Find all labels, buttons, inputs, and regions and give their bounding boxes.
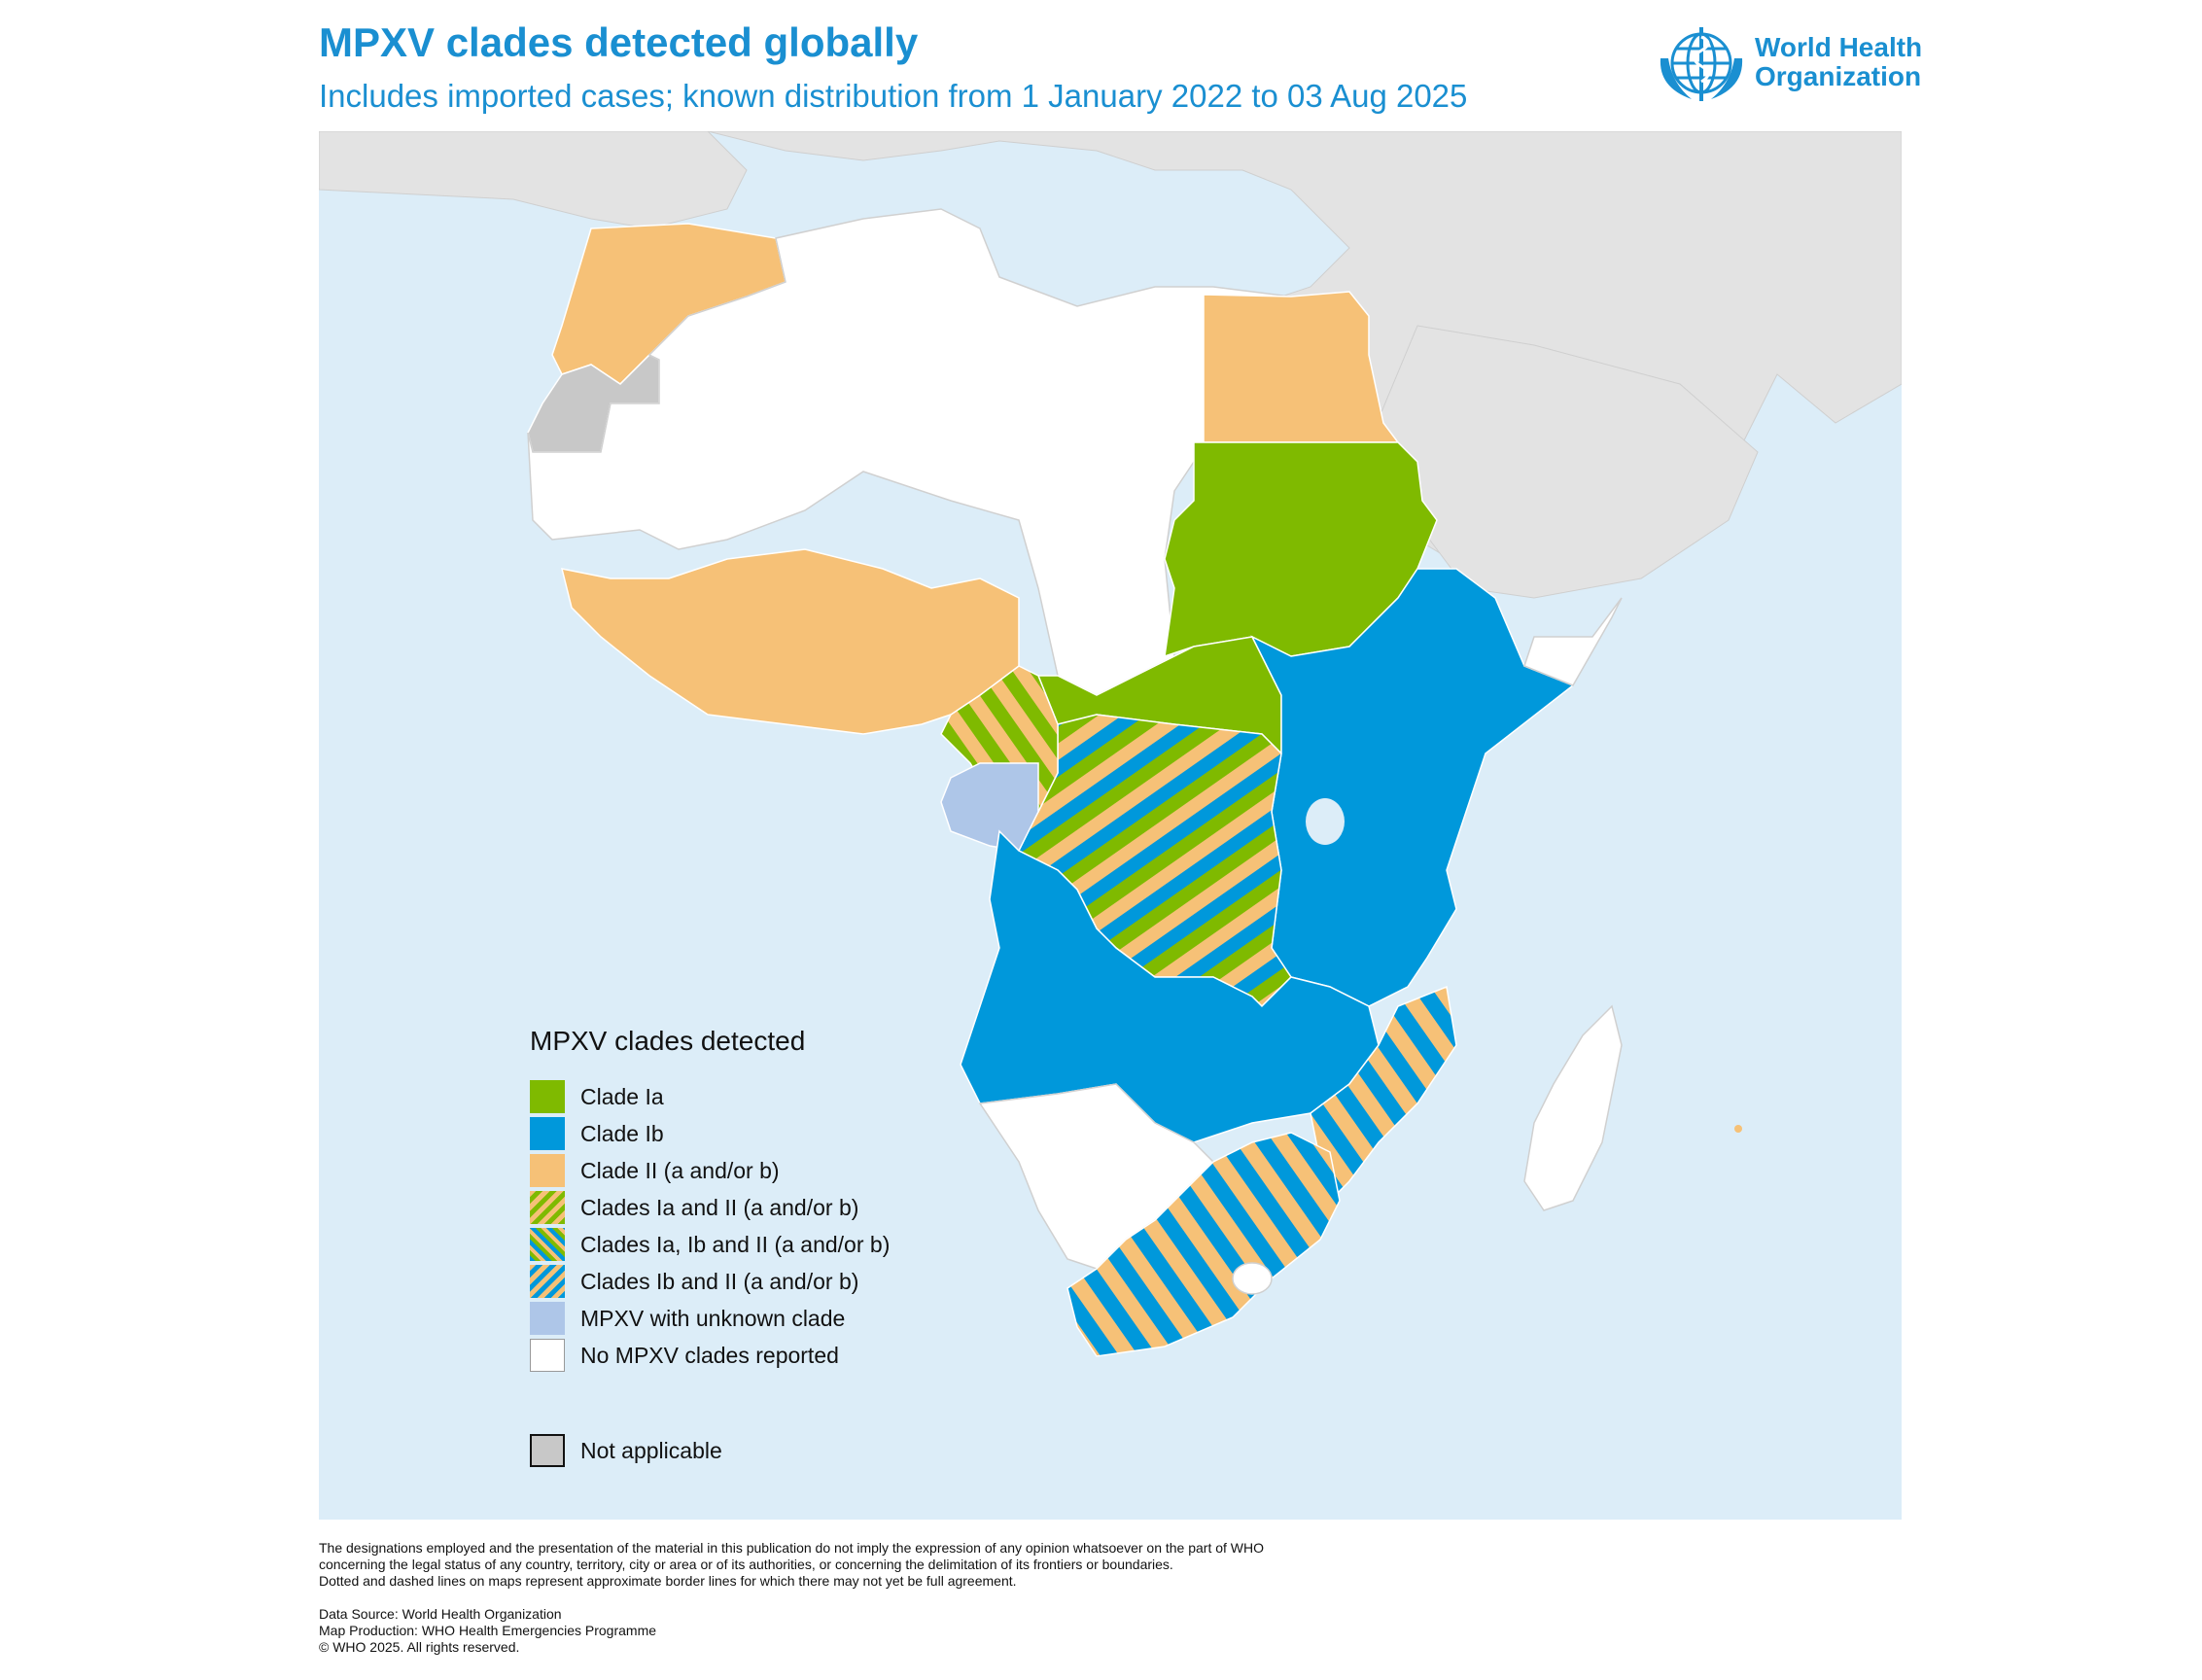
legend-label: Clades Ia and II (a and/or b) <box>580 1195 858 1221</box>
legend-label: Clade Ia <box>580 1084 664 1110</box>
legend-item-clade-ii: Clade II (a and/or b) <box>530 1152 890 1189</box>
legend-item-clades-ib-ii: Clades Ib and II (a and/or b) <box>530 1263 890 1300</box>
legend-item-not-applicable: Not applicable <box>530 1432 890 1469</box>
country-west-africa[interactable] <box>562 549 1019 734</box>
legend-label: Clades Ib and II (a and/or b) <box>580 1269 858 1295</box>
legend-swatch-not-applicable <box>530 1434 565 1467</box>
legend-label: No MPXV clades reported <box>580 1343 839 1369</box>
legend-swatch-clades-ia-ib-ii <box>530 1228 565 1261</box>
disclaimer-line: Dotted and dashed lines on maps represen… <box>319 1573 1264 1590</box>
disclaimer-line: concerning the legal status of any count… <box>319 1557 1264 1573</box>
legend-swatch-none <box>530 1339 565 1372</box>
legend-label: MPXV with unknown clade <box>580 1306 845 1332</box>
disclaimer-line: The designations employed and the presen… <box>319 1540 1264 1557</box>
country-madagascar[interactable] <box>1524 1006 1622 1210</box>
legend-swatch-clade-ib <box>530 1117 565 1150</box>
legend-item-clade-ia: Clade Ia <box>530 1078 890 1115</box>
copyright: © WHO 2025. All rights reserved. <box>319 1639 1264 1656</box>
legend-swatch-clade-ii <box>530 1154 565 1187</box>
legend-label: Clade Ib <box>580 1121 664 1147</box>
who-logo-line1: World Health <box>1755 33 1922 62</box>
legend-item-unknown: MPXV with unknown clade <box>530 1300 890 1337</box>
map-production: Map Production: WHO Health Emergencies P… <box>319 1623 1264 1639</box>
page-subtitle: Includes imported cases; known distribut… <box>319 78 1467 115</box>
country-lesotho[interactable] <box>1233 1263 1272 1294</box>
data-source: Data Source: World Health Organization <box>319 1606 1264 1623</box>
legend-title: MPXV clades detected <box>530 1026 890 1057</box>
legend-item-clade-ib: Clade Ib <box>530 1115 890 1152</box>
legend-item-none: No MPXV clades reported <box>530 1337 890 1374</box>
legend-item-clades-ia-ib-ii: Clades Ia, Ib and II (a and/or b) <box>530 1226 890 1263</box>
country-somalia[interactable] <box>1524 598 1622 685</box>
legend-swatch-unknown <box>530 1302 565 1335</box>
lake-victoria <box>1306 798 1345 845</box>
legend-label: Clade II (a and/or b) <box>580 1158 780 1184</box>
page-title: MPXV clades detected globally <box>319 19 918 66</box>
country-gabon[interactable] <box>941 763 1038 851</box>
who-logo-line2: Organization <box>1755 62 1922 91</box>
country-mauritius[interactable] <box>1734 1125 1742 1133</box>
legend-item-clades-ia-ii: Clades Ia and II (a and/or b) <box>530 1189 890 1226</box>
iberia-land <box>319 131 747 228</box>
legend-label: Clades Ia, Ib and II (a and/or b) <box>580 1232 890 1258</box>
who-logotype: World Health Organization <box>1755 33 1922 91</box>
legend-label: Not applicable <box>580 1438 722 1464</box>
legend-swatch-clade-ia <box>530 1080 565 1113</box>
legend-swatch-clades-ia-ii <box>530 1191 565 1224</box>
legend-swatch-clades-ib-ii <box>530 1265 565 1298</box>
footer-disclaimer: The designations employed and the presen… <box>319 1540 1264 1656</box>
map-legend: MPXV clades detected Clade Ia Clade Ib C… <box>530 1026 890 1469</box>
